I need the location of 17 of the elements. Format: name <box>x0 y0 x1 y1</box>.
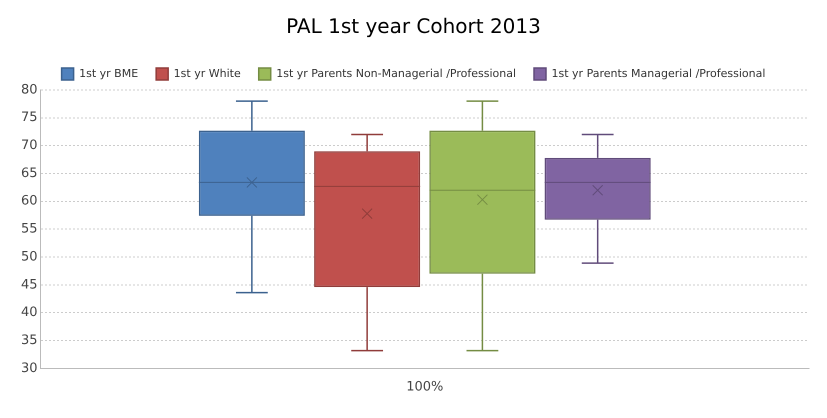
legend-label: 1st yr BME <box>79 66 138 80</box>
y-tick-label: 30 <box>20 360 38 376</box>
y-tick-label: 80 <box>20 82 38 98</box>
y-tick-label: 35 <box>20 332 38 348</box>
legend-label: 1st yr Parents Non-Managerial /Professional <box>276 66 516 80</box>
legend-label: 1st yr White <box>174 66 241 80</box>
y-tick-label: 45 <box>20 277 38 292</box>
y-tick-label: 60 <box>20 194 38 209</box>
x-tick-label: 100% <box>406 380 444 395</box>
y-tick-label: 70 <box>20 138 38 154</box>
legend-label: 1st yr Parents Managerial /Professional <box>552 66 766 80</box>
y-tick-label: 50 <box>20 249 38 264</box>
chart-title: PAL 1st year Cohort 2013 <box>286 14 541 38</box>
y-tick-label: 75 <box>20 110 38 126</box>
y-tick-label: 65 <box>20 166 38 181</box>
y-tick-label: 55 <box>20 222 38 237</box>
y-tick-label: 40 <box>20 305 38 320</box>
